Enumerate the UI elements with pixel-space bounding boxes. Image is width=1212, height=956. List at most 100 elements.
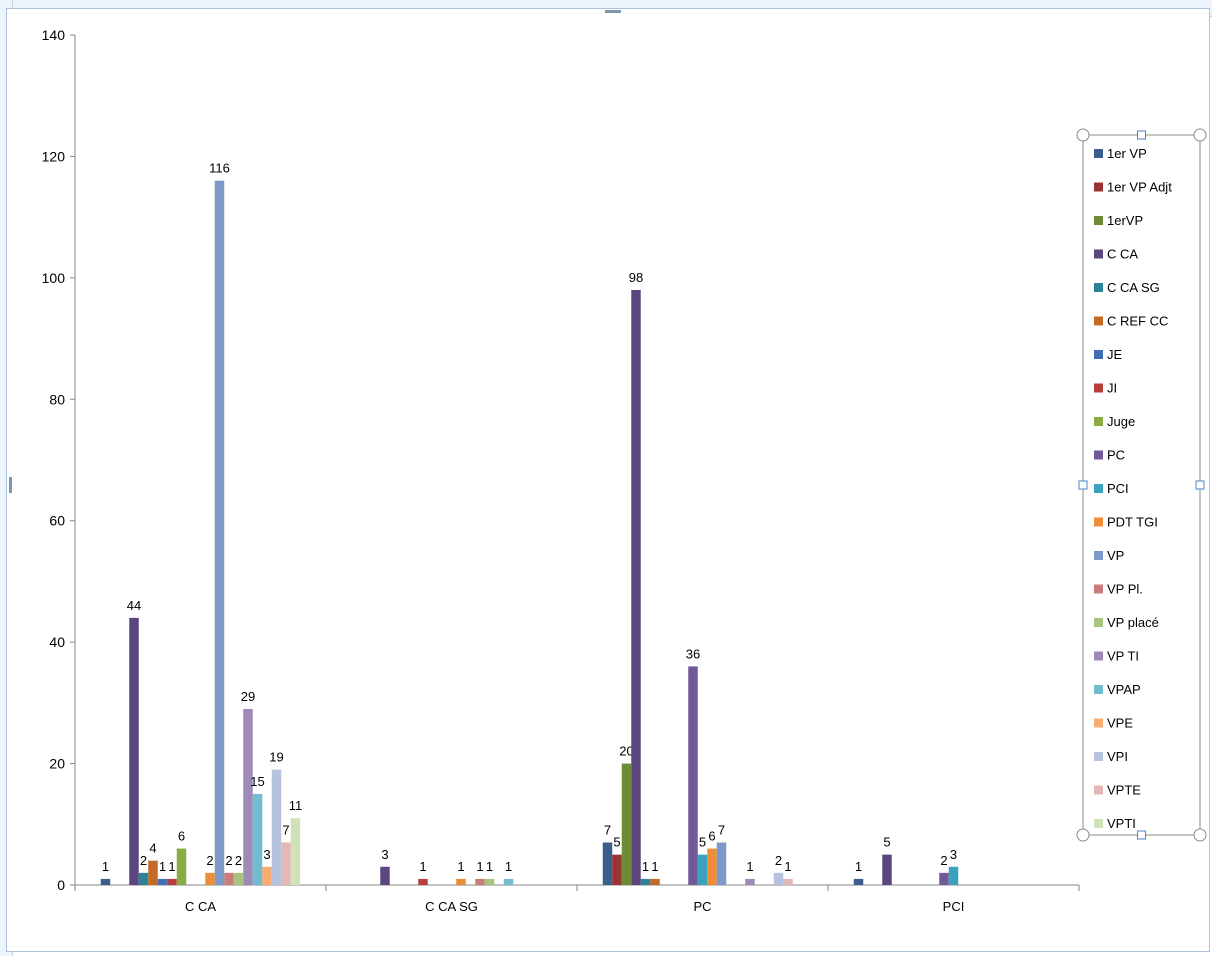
legend-swatch xyxy=(1094,149,1103,158)
bar[interactable] xyxy=(129,617,139,885)
legend-label: JE xyxy=(1107,347,1123,362)
legend-resize-handle[interactable] xyxy=(1193,128,1207,142)
bar[interactable] xyxy=(484,878,495,885)
legend-label: VPI xyxy=(1107,749,1128,764)
bar[interactable] xyxy=(148,860,158,885)
data-label: 36 xyxy=(686,646,700,661)
legend-swatch xyxy=(1094,350,1103,359)
bar[interactable] xyxy=(621,763,632,885)
y-tick-label: 60 xyxy=(49,513,65,529)
legend-swatch xyxy=(1094,383,1103,393)
bar[interactable] xyxy=(948,866,959,885)
legend-swatch xyxy=(1094,450,1103,460)
legend-swatch xyxy=(1094,316,1103,326)
legend-swatch xyxy=(1094,484,1103,493)
bar[interactable] xyxy=(745,878,755,885)
bar[interactable] xyxy=(290,818,301,885)
data-label: 1 xyxy=(642,859,649,874)
legend-label: 1er VP Adjt xyxy=(1107,180,1172,195)
data-label: 1 xyxy=(486,859,493,874)
legend-label: C REF CC xyxy=(1107,314,1168,329)
legend-swatch xyxy=(1094,718,1103,728)
legend-label: VPTI xyxy=(1107,816,1136,831)
data-label: 5 xyxy=(883,835,890,850)
bar[interactable] xyxy=(602,842,613,886)
legend-label: Juge xyxy=(1107,414,1135,429)
legend-label: PDT TGI xyxy=(1107,515,1158,530)
legend-swatch xyxy=(1094,249,1103,259)
bar[interactable] xyxy=(271,769,282,885)
bar[interactable] xyxy=(100,878,111,885)
data-label: 2 xyxy=(206,853,213,868)
y-tick-label: 100 xyxy=(42,270,66,286)
legend-swatch xyxy=(1094,618,1103,627)
data-label: 11 xyxy=(289,798,303,813)
legend-label: VPE xyxy=(1107,716,1133,731)
legend-label: C CA SG xyxy=(1107,280,1160,295)
bar[interactable] xyxy=(418,878,428,885)
bar[interactable] xyxy=(224,872,234,885)
data-label: 1 xyxy=(476,859,483,874)
bar[interactable] xyxy=(262,866,272,885)
legend-swatch xyxy=(1094,182,1103,192)
bar[interactable] xyxy=(640,878,651,885)
data-label: 2 xyxy=(775,853,782,868)
bar[interactable] xyxy=(612,854,622,885)
legend-swatch xyxy=(1094,216,1103,225)
bar[interactable] xyxy=(475,878,485,885)
bar[interactable] xyxy=(176,848,187,885)
legend-resize-handle[interactable] xyxy=(1137,830,1146,840)
bar[interactable] xyxy=(939,872,949,885)
resize-grip-top[interactable] xyxy=(605,10,621,13)
legend-label: PC xyxy=(1107,448,1125,463)
bar[interactable] xyxy=(631,290,641,885)
bar[interactable] xyxy=(281,842,291,886)
bar[interactable] xyxy=(773,872,784,885)
legend-swatch xyxy=(1094,785,1103,795)
legend-resize-handle[interactable] xyxy=(1195,480,1205,490)
bar[interactable] xyxy=(688,666,698,885)
legend-resize-handle[interactable] xyxy=(1193,828,1207,842)
bar[interactable] xyxy=(707,848,717,885)
legend-swatch xyxy=(1094,283,1103,292)
bar[interactable] xyxy=(697,854,708,885)
data-label: 6 xyxy=(178,829,185,844)
bar[interactable] xyxy=(205,872,215,885)
bar[interactable] xyxy=(252,793,263,885)
data-label: 2 xyxy=(140,853,147,868)
data-label: 3 xyxy=(381,847,388,862)
legend-label: VP TI xyxy=(1107,649,1139,664)
resize-grip-left[interactable] xyxy=(9,477,12,493)
x-tick-label: C CA xyxy=(185,899,216,914)
bar[interactable] xyxy=(167,878,177,885)
y-tick-label: 80 xyxy=(49,391,65,407)
legend-label: 1er VP xyxy=(1107,146,1147,161)
legend-swatch xyxy=(1094,551,1103,560)
bar[interactable] xyxy=(157,878,168,885)
bar[interactable] xyxy=(380,866,390,885)
legend-resize-handle[interactable] xyxy=(1137,130,1146,140)
legend-swatch xyxy=(1094,685,1103,694)
bar[interactable] xyxy=(503,878,514,885)
legend-resize-handle[interactable] xyxy=(1076,828,1090,842)
legend-resize-handle[interactable] xyxy=(1078,480,1088,490)
bar[interactable] xyxy=(214,180,225,885)
data-label: 1 xyxy=(457,859,464,874)
y-tick-label: 140 xyxy=(42,27,66,43)
data-label: 1 xyxy=(419,859,426,874)
bar[interactable] xyxy=(882,854,892,885)
bar[interactable] xyxy=(138,872,149,885)
bar[interactable] xyxy=(243,708,253,885)
bar[interactable] xyxy=(716,842,727,886)
chart-area[interactable]: 0 20 40 60 80 100 120 140 C CA C CA SG PC PCI 1 44 2 4 1… xyxy=(6,8,1210,952)
data-label: 29 xyxy=(241,689,255,704)
data-label: 2 xyxy=(940,853,947,868)
bar[interactable] xyxy=(233,872,244,885)
bar[interactable] xyxy=(650,878,660,885)
legend-resize-handle[interactable] xyxy=(1076,128,1090,142)
bar[interactable] xyxy=(456,878,466,885)
data-label: 1 xyxy=(784,859,791,874)
bar[interactable] xyxy=(853,878,864,885)
bar[interactable] xyxy=(783,878,793,885)
